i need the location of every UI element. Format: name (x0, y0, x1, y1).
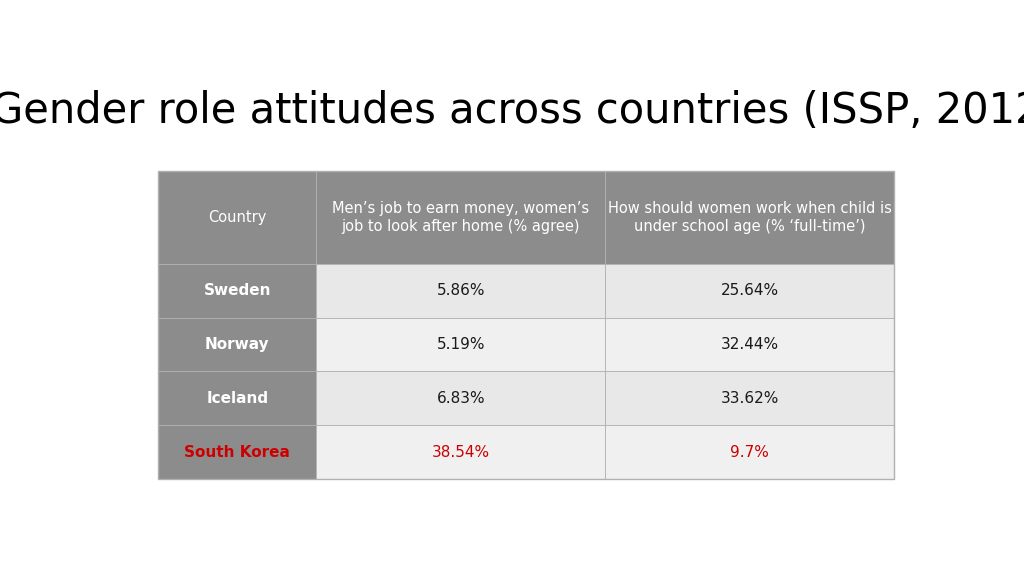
Text: 25.64%: 25.64% (721, 283, 778, 298)
FancyBboxPatch shape (158, 264, 316, 317)
Text: Men’s job to earn money, women’s
job to look after home (% agree): Men’s job to earn money, women’s job to … (333, 201, 590, 233)
FancyBboxPatch shape (316, 426, 605, 479)
FancyBboxPatch shape (158, 317, 316, 372)
Text: South Korea: South Korea (184, 445, 290, 460)
Text: 9.7%: 9.7% (730, 445, 769, 460)
Text: Sweden: Sweden (204, 283, 271, 298)
Text: 38.54%: 38.54% (432, 445, 489, 460)
Text: How should women work when child is
under school age (% ‘full-time’): How should women work when child is unde… (607, 201, 892, 233)
Text: Iceland: Iceland (206, 391, 268, 406)
Text: 32.44%: 32.44% (721, 337, 778, 352)
FancyBboxPatch shape (605, 426, 894, 479)
FancyBboxPatch shape (605, 317, 894, 372)
FancyBboxPatch shape (158, 372, 316, 426)
FancyBboxPatch shape (316, 317, 605, 372)
Text: 6.83%: 6.83% (436, 391, 485, 406)
Text: Country: Country (208, 210, 266, 225)
FancyBboxPatch shape (316, 264, 605, 317)
FancyBboxPatch shape (605, 264, 894, 317)
FancyBboxPatch shape (316, 171, 605, 264)
Text: 5.19%: 5.19% (436, 337, 485, 352)
Text: Norway: Norway (205, 337, 269, 352)
FancyBboxPatch shape (605, 372, 894, 426)
FancyBboxPatch shape (158, 171, 316, 264)
FancyBboxPatch shape (158, 426, 316, 479)
FancyBboxPatch shape (605, 171, 894, 264)
Text: 5.86%: 5.86% (436, 283, 485, 298)
Text: Gender role attitudes across countries (ISSP, 2012): Gender role attitudes across countries (… (0, 90, 1024, 132)
FancyBboxPatch shape (316, 372, 605, 426)
Text: 33.62%: 33.62% (721, 391, 779, 406)
